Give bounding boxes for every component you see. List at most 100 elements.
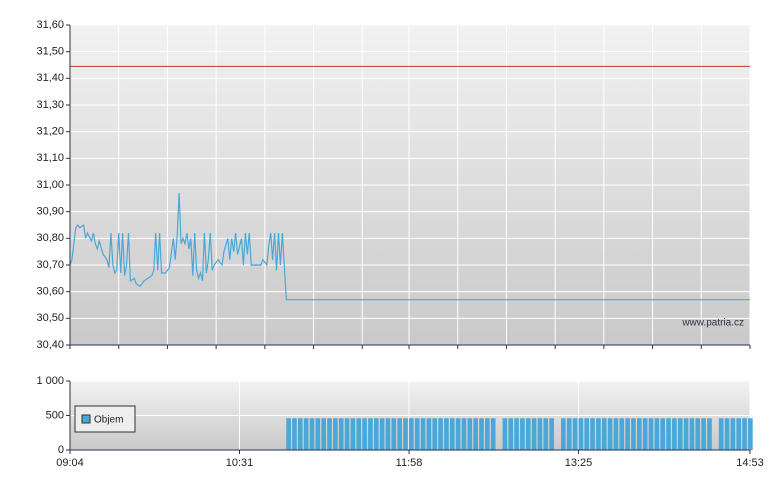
volume-bar (508, 418, 514, 450)
y-tick-label: 31,10 (36, 152, 64, 164)
volume-bar (543, 418, 549, 450)
volume-bar (695, 418, 701, 450)
volume-bar (490, 418, 496, 450)
volume-bar (297, 418, 303, 450)
volume-bar (403, 418, 408, 450)
volume-bar (502, 418, 508, 450)
volume-bar (654, 418, 660, 450)
volume-bar (438, 418, 443, 450)
y-tick-label: 31,30 (36, 99, 64, 111)
y-tick-label: 30,50 (36, 312, 64, 324)
volume-bar (525, 418, 531, 450)
volume-bar (572, 418, 578, 450)
volume-bar (292, 418, 297, 450)
volume-bar (578, 418, 584, 450)
volume-bar (350, 418, 356, 450)
volume-bar (537, 418, 543, 450)
volume-bar (619, 418, 625, 450)
volume-bar (485, 418, 490, 450)
volume-bar (707, 418, 712, 450)
volume-bar (648, 418, 654, 450)
volume-bar (672, 418, 677, 450)
volume-bar (701, 418, 706, 450)
volume-bar (379, 418, 385, 450)
volume-bar (309, 418, 315, 450)
y-tick-label: 30,60 (36, 286, 64, 298)
volume-bar (636, 418, 642, 450)
volume-bar (730, 418, 736, 450)
y-tick-label: 31,20 (36, 126, 64, 138)
y-tick-label: 30,90 (36, 206, 64, 218)
volume-bar (631, 418, 636, 450)
volume-bar (584, 418, 590, 450)
volume-bar (333, 418, 338, 450)
y-tick-label: 31,60 (36, 19, 64, 31)
price-line (69, 192, 750, 301)
volume-bar (356, 418, 362, 450)
volume-bar (409, 418, 414, 450)
legend-swatch (81, 414, 91, 424)
volume-bar (426, 418, 432, 450)
volume-bar (520, 418, 525, 450)
volume-bar (467, 418, 473, 450)
y-tick-label: 0 (58, 444, 64, 456)
volume-bar (677, 418, 683, 450)
volume-bar (373, 418, 379, 450)
x-tick-label: 13:25 (565, 457, 593, 469)
volume-bar (666, 418, 671, 450)
volume-bar (321, 418, 326, 450)
volume-bar (613, 418, 619, 450)
x-tick-label: 14:53 (736, 457, 764, 469)
volume-bar (385, 418, 391, 450)
x-tick-label: 10:31 (226, 457, 254, 469)
volume-bar (607, 418, 613, 450)
legend-label: Objem (94, 415, 123, 426)
volume-bar (344, 418, 350, 450)
volume-bar (549, 418, 554, 450)
volume-bar (736, 418, 742, 450)
volume-bar (531, 418, 537, 450)
volume-bar (748, 418, 753, 450)
x-tick-label: 09:04 (56, 457, 84, 469)
volume-bar (625, 418, 630, 450)
volume-bar (590, 418, 595, 450)
volume-bar (327, 418, 332, 450)
volume-bar (315, 418, 321, 450)
y-tick-label: 30,80 (36, 232, 64, 244)
volume-bar (391, 418, 397, 450)
volume-bar (660, 418, 666, 450)
y-tick-label: 30,40 (36, 339, 64, 351)
volume-bar (420, 418, 426, 450)
y-tick-label: 31,40 (36, 72, 64, 84)
volume-bar (724, 418, 730, 450)
y-tick-label: 500 (46, 409, 64, 421)
y-tick-label: 30,70 (36, 259, 64, 271)
volume-bar (642, 418, 648, 450)
volume-bar (479, 418, 484, 450)
volume-bar (683, 418, 689, 450)
volume-bar (473, 418, 478, 450)
volume-bar (742, 418, 747, 450)
volume-bar (338, 418, 344, 450)
volume-bar (286, 418, 291, 450)
volume-bar (444, 418, 449, 450)
volume-bar (461, 418, 467, 450)
volume-bar (596, 418, 601, 450)
y-tick-label: 1 000 (36, 375, 64, 387)
volume-bar (689, 418, 695, 450)
y-tick-label: 31,00 (36, 179, 64, 191)
volume-bar (449, 418, 455, 450)
volume-bar (414, 418, 420, 450)
volume-bar (718, 418, 724, 450)
volume-bar (432, 418, 438, 450)
volume-bar (303, 418, 309, 450)
volume-bar (561, 418, 566, 450)
volume-bar (455, 418, 461, 450)
watermark: www.patria.cz (681, 318, 744, 329)
volume-bar (566, 418, 572, 450)
volume-bar (514, 418, 519, 450)
volume-bar (397, 418, 402, 450)
x-tick-label: 11:58 (396, 457, 423, 469)
volume-bar (368, 418, 373, 450)
